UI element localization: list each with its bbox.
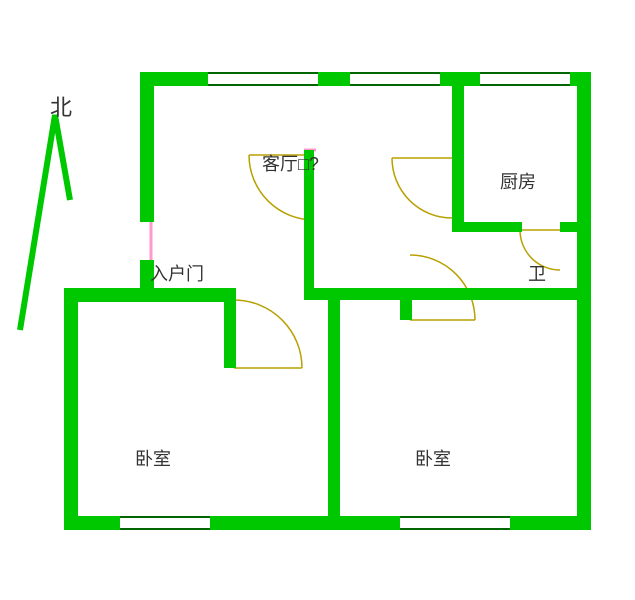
wall-segment	[400, 288, 412, 320]
entry-door-label: 入户门	[150, 260, 204, 286]
wall-segment	[577, 72, 591, 530]
bedroom-right-label: 卧室	[415, 445, 451, 471]
window-segment	[400, 516, 510, 530]
window-segment	[480, 72, 570, 86]
floorplan-canvas: 北 客厅□? 厨房 入户门 卫 卧室 卧室	[0, 0, 635, 600]
wall-segment	[140, 72, 154, 222]
wall-segment	[64, 288, 236, 302]
window-segment	[350, 72, 440, 86]
wall-segment	[224, 288, 236, 368]
kitchen-label: 厨房	[500, 168, 536, 194]
door-arc	[234, 300, 302, 368]
wall-segment	[328, 288, 340, 530]
north-label: 北	[50, 90, 72, 122]
wall-segment	[64, 288, 78, 530]
living-room-label: 客厅□?	[262, 150, 319, 176]
wall-segment	[304, 288, 588, 300]
wall-segment	[560, 222, 580, 232]
window-segment	[208, 72, 318, 86]
bedroom-left-label: 卧室	[135, 445, 171, 471]
north-arrow	[20, 115, 70, 330]
wall-segment	[452, 222, 522, 232]
window-segment	[120, 516, 210, 530]
bathroom-label: 卫	[528, 260, 546, 286]
door-arc	[392, 158, 452, 218]
wall-segment	[452, 72, 464, 227]
